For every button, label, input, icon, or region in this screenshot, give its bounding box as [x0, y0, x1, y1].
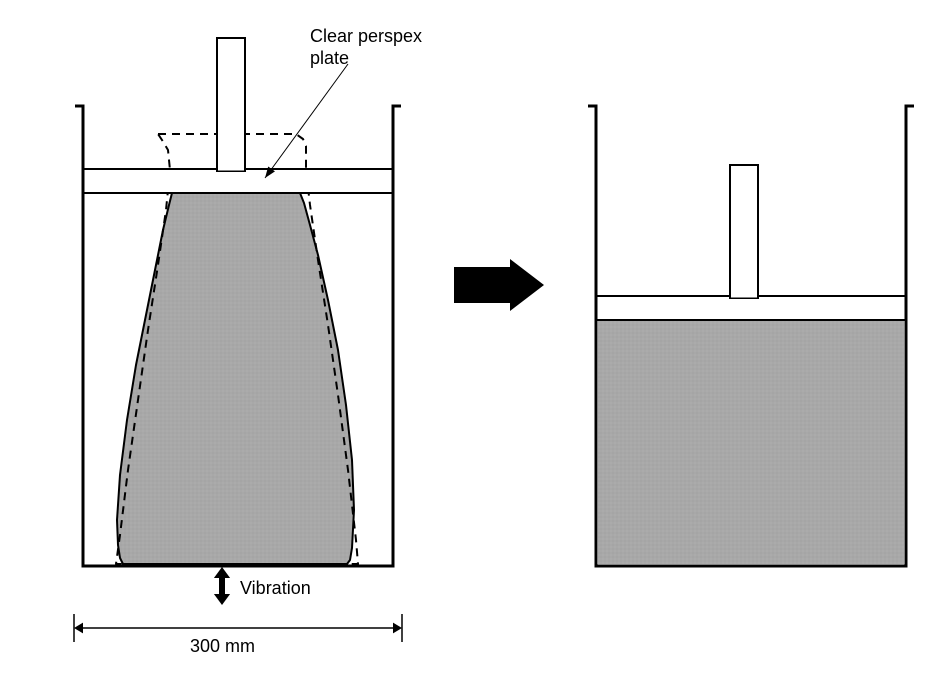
dimension-arrow-right [393, 623, 402, 634]
label-vibration: Vibration [240, 578, 311, 600]
right-rod [730, 165, 758, 298]
diagram-canvas [0, 0, 929, 675]
dimension-arrow-left [74, 623, 83, 634]
right-material-fill [598, 320, 904, 564]
label-dimension: 300 mm [190, 636, 255, 658]
vibration-arrow-head-down [214, 594, 230, 605]
left-perspex-plate [83, 169, 393, 193]
process-arrow-icon [454, 259, 544, 311]
label-perspex: Clear perspex plate [310, 26, 422, 69]
left-material-fill [117, 193, 354, 564]
right-perspex-plate [596, 296, 906, 320]
vibration-arrow-head-up [214, 567, 230, 578]
left-rod [217, 38, 245, 171]
